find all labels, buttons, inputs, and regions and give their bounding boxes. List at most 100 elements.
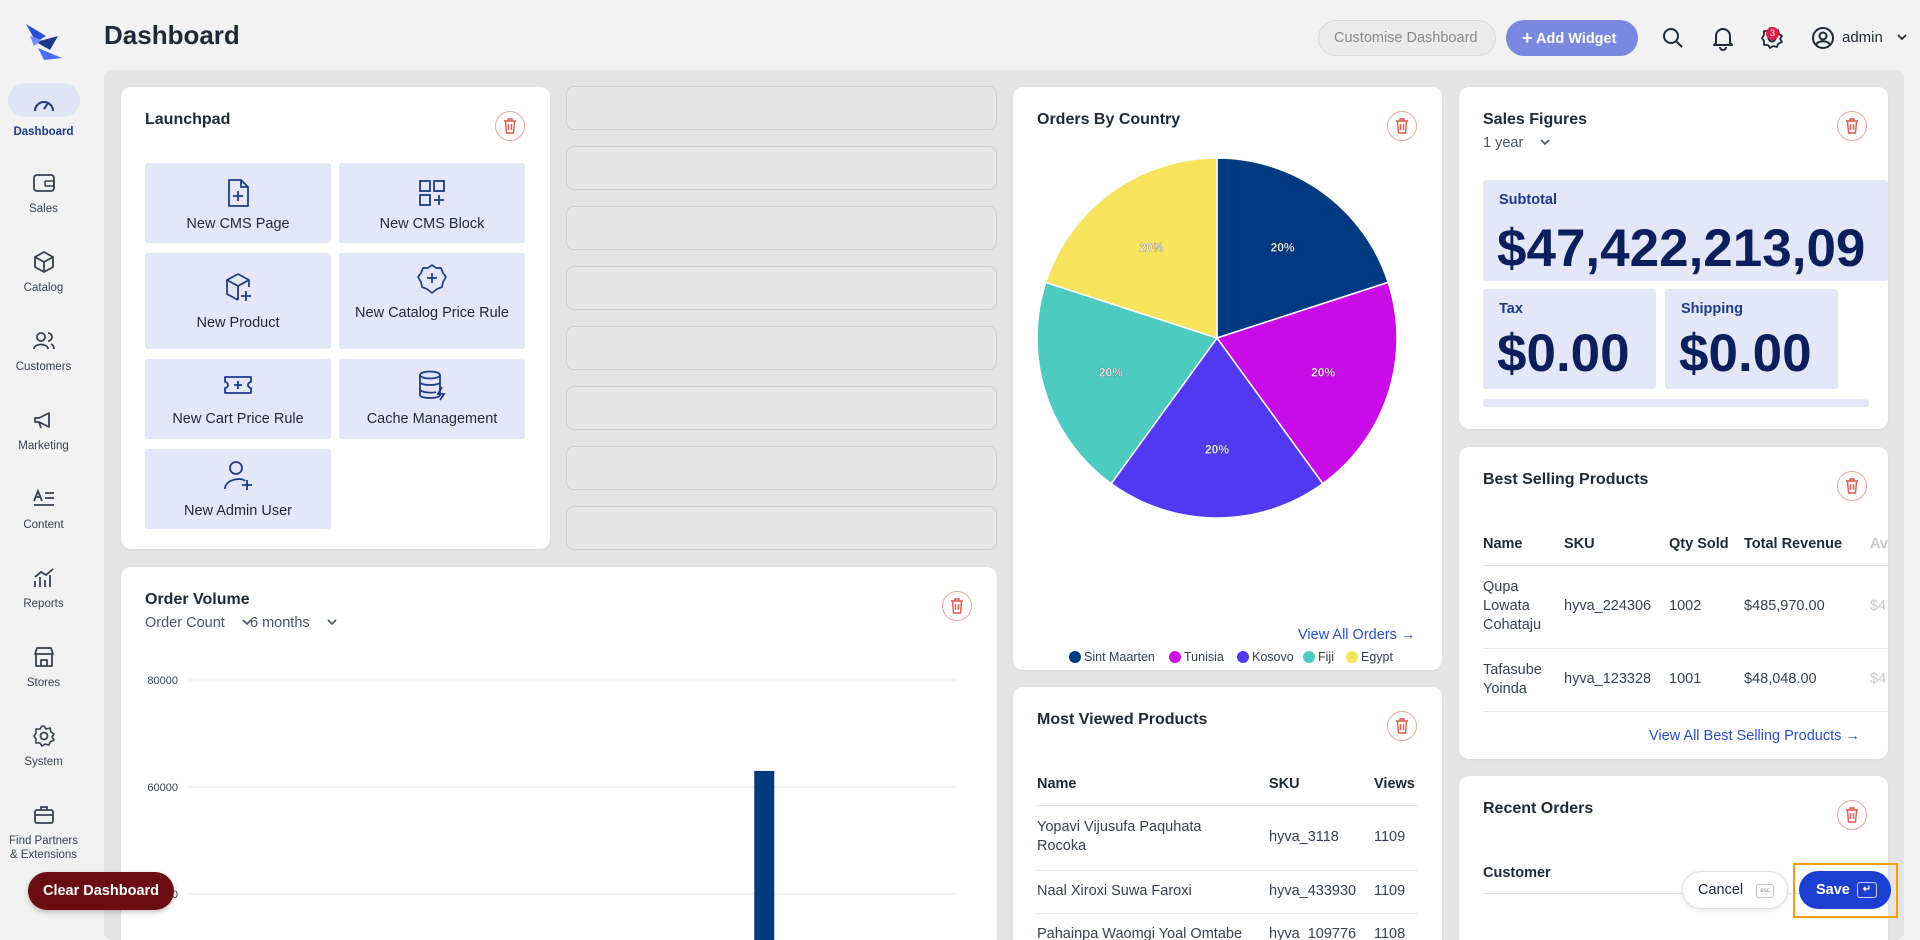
product-sku: hyva_3118: [1269, 829, 1339, 845]
column-header: Customer: [1483, 865, 1551, 881]
trash-icon: [1396, 718, 1408, 734]
pie-slice[interactable]: [1044, 157, 1218, 340]
sidebar-item-marketing[interactable]: Marketing: [0, 407, 87, 453]
product-name: Naal Xiroxi Suwa Faroxi: [1037, 883, 1192, 899]
sidebar-item-label: System: [24, 756, 63, 768]
legend-item[interactable]: Fiji: [1303, 650, 1334, 664]
ticket-plus-icon: [224, 376, 252, 394]
column-header: Total Revenue: [1744, 536, 1843, 552]
logo-icon[interactable]: [24, 22, 64, 62]
widget-title: Sales Figures: [1483, 111, 1588, 128]
text-icon: [32, 488, 54, 506]
bar[interactable]: [754, 770, 775, 940]
chevron-down-icon: [1897, 34, 1907, 41]
sidebar-item-customers[interactable]: Customers: [0, 328, 87, 374]
sidebar-item-dashboard[interactable]: Dashboard: [0, 83, 87, 139]
product-avg: $4: [1870, 598, 1887, 614]
legend-item[interactable]: Sint Maarten: [1069, 650, 1155, 664]
tax-label: Tax: [1499, 301, 1523, 317]
wallet-icon: [32, 174, 55, 192]
tax-value: $0.00: [1497, 324, 1630, 383]
view-all-best-selling-link[interactable]: View All Best Selling Products →: [1649, 728, 1860, 744]
gauge-icon: [33, 101, 54, 112]
database-icon: [419, 370, 446, 401]
view-all-orders-link[interactable]: View All Orders →: [1298, 627, 1416, 643]
delete-widget-button[interactable]: [1387, 111, 1417, 141]
pie-slice[interactable]: [1037, 281, 1219, 485]
legend-item[interactable]: Tunisia: [1169, 650, 1224, 664]
widget-title: Orders By Country: [1037, 111, 1181, 128]
launchpad-tile-new-product[interactable]: New Product: [145, 253, 331, 349]
chevron-down-icon: [327, 619, 337, 626]
box-plus-icon: [226, 273, 251, 301]
delete-widget-button[interactable]: [495, 111, 525, 141]
period-value: 6 months: [250, 615, 310, 631]
save-button[interactable]: Save ↵: [1799, 871, 1891, 909]
tile-label: New Cart Price Rule: [172, 411, 304, 427]
sidebar-item-content[interactable]: Content: [0, 486, 87, 532]
add-widget-button[interactable]: + Add Widget: [1506, 20, 1638, 56]
delete-widget-button[interactable]: [1837, 800, 1867, 830]
period-value: 1 year: [1483, 135, 1524, 151]
cancel-label: Cancel: [1698, 882, 1744, 898]
legend-item[interactable]: Egypt: [1346, 650, 1393, 664]
trash-icon: [1846, 478, 1858, 494]
product-avg: $4: [1870, 671, 1887, 687]
trash-icon: [1846, 118, 1858, 134]
sidebar-item-reports[interactable]: Reports: [0, 565, 87, 611]
customise-dashboard-button[interactable]: Customise Dashboard: [1318, 20, 1496, 56]
launchpad-tile-new-cms-block[interactable]: New CMS Block: [339, 163, 525, 243]
legend-dot: [1169, 651, 1181, 663]
column-header: Av: [1870, 536, 1888, 552]
delete-widget-button[interactable]: [1387, 711, 1417, 741]
figure-box-edge: [1483, 399, 1869, 407]
product-qty: 1001: [1669, 671, 1702, 687]
delete-widget-button[interactable]: [1837, 111, 1867, 141]
sidebar-item-system[interactable]: System: [0, 723, 87, 769]
focus-outline: [1793, 863, 1898, 918]
trash-icon: [1396, 118, 1408, 134]
orders-by-country-widget: Orders By Country 20% 20% 20% 20% 20% Sint M…: [1013, 87, 1442, 670]
delete-widget-button[interactable]: [942, 591, 972, 621]
product-sku: hyva_224306: [1564, 598, 1652, 614]
active-pill: [8, 83, 80, 117]
row-divider: [1037, 913, 1418, 914]
trash-icon: [951, 598, 963, 614]
period-dropdown[interactable]: 6 months: [250, 615, 338, 631]
sidebar-item-catalog[interactable]: Catalog: [0, 249, 87, 295]
subtotal-label: Subtotal: [1499, 192, 1557, 208]
sidebar-item-partners[interactable]: Find Partners & Extensions: [0, 802, 87, 862]
clear-dashboard-button[interactable]: Clear Dashboard: [28, 872, 174, 910]
pie-slice-label: 20%: [1271, 241, 1295, 255]
loading-placeholder: [566, 146, 997, 190]
product-views: 1109: [1374, 883, 1406, 899]
product-views: 1108: [1374, 926, 1406, 940]
launchpad-tile-new-cms-page[interactable]: New CMS Page: [145, 163, 331, 243]
pie-slice[interactable]: [1216, 157, 1390, 340]
search-icon[interactable]: [1660, 25, 1686, 51]
legend-item[interactable]: Kosovo: [1237, 650, 1294, 664]
launchpad-tile-cache-management[interactable]: Cache Management: [339, 359, 525, 439]
pie-slice-label: 20%: [1311, 365, 1335, 379]
sidebar-item-stores[interactable]: Stores: [0, 644, 87, 690]
widget-title: Order Volume: [145, 591, 250, 608]
period-dropdown[interactable]: 1 year: [1483, 135, 1551, 151]
loading-placeholder: [566, 86, 997, 130]
pie-slice[interactable]: [1215, 281, 1398, 485]
widget-title: Most Viewed Products: [1037, 711, 1208, 728]
bar-chart: 8000060000000: [147, 675, 956, 940]
legend-label: Egypt: [1361, 650, 1393, 664]
launchpad-tile-new-catalog-price-rule[interactable]: New Catalog Price Rule: [339, 253, 525, 349]
cancel-button[interactable]: Cancel esc: [1682, 871, 1788, 909]
metric-dropdown[interactable]: Order Count: [145, 615, 253, 631]
notification-badge: 3: [1766, 27, 1779, 40]
launchpad-tile-new-cart-price-rule[interactable]: New Cart Price Rule: [145, 359, 331, 439]
bell-icon[interactable]: [1710, 25, 1736, 51]
legend-label: Tunisia: [1184, 650, 1224, 664]
launchpad-tile-new-admin-user[interactable]: New Admin User: [145, 449, 331, 529]
legend-label: Kosovo: [1252, 650, 1294, 664]
delete-widget-button[interactable]: [1837, 471, 1867, 501]
legend-label: Fiji: [1318, 650, 1334, 664]
pie-slice[interactable]: [1110, 336, 1324, 519]
sidebar-item-sales[interactable]: Sales: [0, 170, 87, 216]
